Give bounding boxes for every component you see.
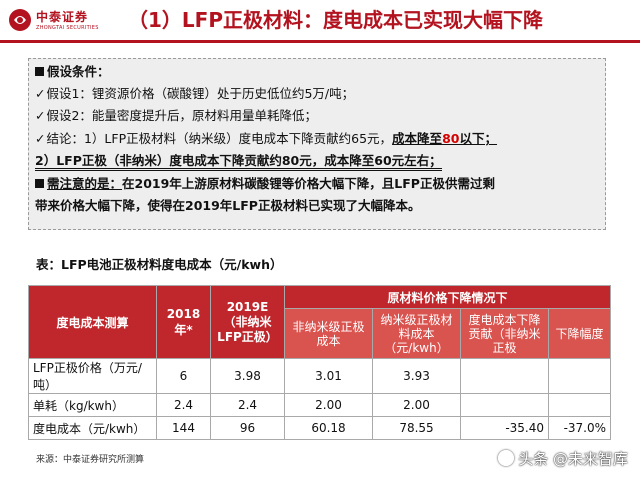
table-row: 度电成本（元/kwh） 144 96 60.18 78.55 -35.40 -3… [28,416,612,440]
brand-logo-icon [498,450,515,466]
conclusion-line-1: ✓结论：1）LFP正极材料（纳米级）度电成本下降贡献约65元，成本降至80以下； [35,131,497,146]
conclusion-emphasis: 成本降至80以下； [392,131,497,146]
cell-non-nano: 60.18 [284,416,373,440]
bullet-square-icon [35,67,44,76]
table-row: LFP正极价格（万元/吨） 6 3.98 3.01 3.93 [28,358,612,394]
cell-2019: 96 [210,416,285,440]
cell-2018: 6 [156,358,211,394]
conclusion-line-2: 2）LFP正极（非纳米）度电成本下降贡献约80元，成本降至60元左右； [35,152,442,171]
cell-decline: -37.0% [547,416,612,440]
watermark-brand: 头条 @未来智库 [494,448,628,469]
col-header-2019: 2019E（非纳米LFP正极） [210,285,285,359]
checkmark-icon: ✓ [35,86,46,101]
title-divider [0,40,640,43]
cell-decline [547,358,612,394]
cell-2019: 3.98 [210,358,285,394]
checkmark-icon: ✓ [35,131,46,146]
cell-contribution [460,393,549,417]
cell-2018: 144 [156,416,211,440]
assumptions-box: 假设条件： ✓假设1：锂资源价格（碳酸锂）处于历史低位约5万/吨； ✓假设2：能… [28,58,606,230]
logo-mark-icon [9,9,31,31]
col-header-measure: 度电成本测算 [28,285,157,359]
cell-contribution [460,358,549,394]
row-label: 单耗（kg/kwh） [28,393,157,417]
cell-nano: 3.93 [372,358,461,394]
bullet-square-icon [35,179,44,188]
assumptions-heading: 假设条件： [35,63,110,81]
row-label: 度电成本（元/kwh） [28,416,157,440]
cell-nano: 2.00 [372,393,461,417]
cell-non-nano: 3.01 [284,358,373,394]
sub-header-decline-rate: 下降幅度 [547,308,612,359]
sub-header-cost-contribution: 度电成本下降贡献（非纳米正极 [460,308,549,359]
checkmark-icon: ✓ [35,108,46,123]
row-label: LFP正极价格（万元/吨） [28,358,157,394]
cell-2018: 2.4 [156,393,211,417]
source-note: 来源：中泰证券研究所测算 [36,455,145,465]
cell-contribution: -35.40 [460,416,549,440]
sub-header-non-nano-cost: 非纳米级正极成本 [284,308,373,359]
company-logo: 中泰证券 ZHONGTAI SECURITIES [8,6,118,40]
logo-text-cn: 中泰证券 [36,10,89,24]
logo-text-en: ZHONGTAI SECURITIES [36,25,99,31]
page-title: （1）LFP正极材料：度电成本已实现大幅下降 [128,8,543,32]
sub-header-nano-cost: 纳米级正极材料成本（元/kwh） [372,308,461,359]
assumption-item: ✓假设2：能量密度提升后，原材料用量单耗降低； [35,108,317,123]
cell-2019: 2.4 [210,393,285,417]
cell-non-nano: 2.00 [284,393,373,417]
cost-table: 度电成本测算 2018年* 2019E（非纳米LFP正极） 原材料价格下降情况下… [28,285,612,440]
col-header-2018: 2018年* [156,285,211,359]
assumption-item: ✓假设1：锂资源价格（碳酸锂）处于历史低位约5万/吨； [35,86,355,101]
table-row: 单耗（kg/kwh） 2.4 2.4 2.00 2.00 [28,393,612,417]
cell-decline [547,393,612,417]
note-line-1: 需注意的是：在2019年上游原材料碳酸锂等价格大幅下降，且LFP正极供需过剩 [35,175,495,193]
group-header: 原材料价格下降情况下 [283,285,612,309]
cell-nano: 78.55 [372,416,461,440]
note-line-2: 带来价格大幅下降，使得在2019年LFP正极材料已实现了大幅降本。 [35,198,421,213]
table-caption: 表：LFP电池正极材料度电成本（元/kwh） [36,257,283,272]
